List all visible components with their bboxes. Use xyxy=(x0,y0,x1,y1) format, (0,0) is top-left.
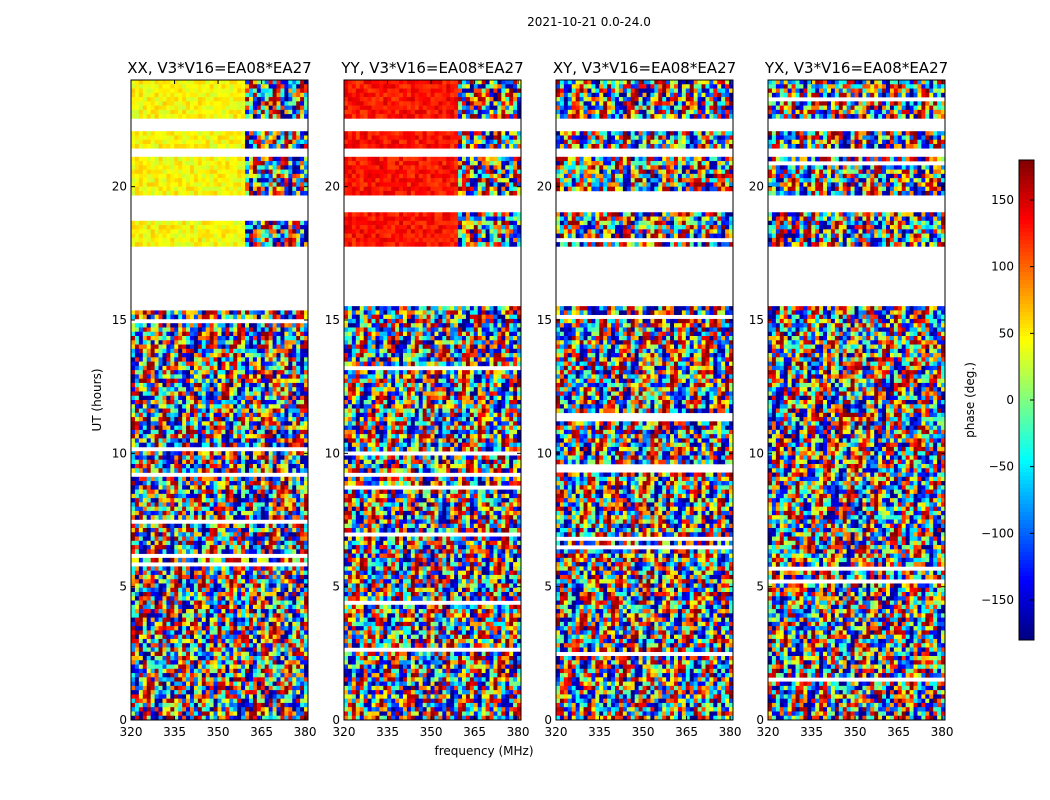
y-tick-label: 5 xyxy=(544,580,552,594)
y-tick-label: 0 xyxy=(119,713,127,727)
y-tick-label: 5 xyxy=(119,580,127,594)
x-axis-label: frequency (MHz) xyxy=(434,744,533,758)
panel-frame xyxy=(767,79,946,721)
colorbar-label: phase (deg.) xyxy=(963,362,977,438)
x-tick-label: 365 xyxy=(463,725,486,739)
x-tick-label: 335 xyxy=(376,725,399,739)
x-tick-label: 320 xyxy=(545,725,568,739)
x-tick-label: 350 xyxy=(844,725,867,739)
y-tick-label: 0 xyxy=(332,713,340,727)
y-tick-label: 15 xyxy=(325,313,340,327)
x-tick-label: 335 xyxy=(588,725,611,739)
phase-image xyxy=(556,80,733,720)
y-tick-label: 0 xyxy=(544,713,552,727)
y-tick-label: 20 xyxy=(112,180,127,194)
y-tick-label: 10 xyxy=(749,446,764,460)
colorbar-gradient xyxy=(1019,160,1034,641)
colorbar-tick-label: −100 xyxy=(981,526,1014,540)
x-tick-label: 350 xyxy=(207,725,230,739)
colorbar-tick-label: 150 xyxy=(991,193,1014,207)
y-tick-label: 10 xyxy=(325,446,340,460)
phase-image xyxy=(768,80,945,720)
y-tick-label: 15 xyxy=(749,313,764,327)
panel-frame xyxy=(343,79,522,721)
x-tick-label: 350 xyxy=(632,725,655,739)
x-tick-label: 380 xyxy=(931,725,954,739)
x-tick-label: 320 xyxy=(120,725,143,739)
y-tick-label: 5 xyxy=(756,580,764,594)
x-tick-label: 335 xyxy=(163,725,186,739)
x-tick-label: 320 xyxy=(333,725,356,739)
x-tick-label: 365 xyxy=(887,725,910,739)
panels: XX, V3*V16=EA08*EA27 320 335 350 365 380 0 5 10 1… xyxy=(112,59,954,739)
panel-title: XX, V3*V16=EA08*EA27 xyxy=(127,59,311,77)
panel-3: YX, V3*V16=EA08*EA27 320 335 350 365 380 0 5 10 1… xyxy=(749,59,954,739)
colorbar-tick-label: 0 xyxy=(1006,393,1014,407)
x-tick-label: 365 xyxy=(675,725,698,739)
y-axis-label: UT (hours) xyxy=(90,368,104,431)
colorbar-tick-label: −50 xyxy=(989,460,1014,474)
x-tick-label: 380 xyxy=(719,725,742,739)
panel-title: YY, V3*V16=EA08*EA27 xyxy=(340,59,523,77)
colorbar-tick-label: 50 xyxy=(999,326,1014,340)
figure-title: 2021-10-21 0.0-24.0 xyxy=(527,15,651,29)
x-tick-label: 380 xyxy=(294,725,317,739)
y-tick-label: 15 xyxy=(537,313,552,327)
colorbar-tick-label: 100 xyxy=(991,260,1014,274)
colorbar: 150 100 50 0 −50 −100 −150 xyxy=(981,159,1035,641)
panel-0: XX, V3*V16=EA08*EA27 320 335 350 365 380 0 5 10 1… xyxy=(112,59,317,739)
x-tick-label: 335 xyxy=(800,725,823,739)
y-tick-label: 20 xyxy=(325,180,340,194)
y-tick-label: 0 xyxy=(756,713,764,727)
x-tick-label: 350 xyxy=(420,725,443,739)
panel-frame xyxy=(130,79,309,721)
x-tick-label: 320 xyxy=(757,725,780,739)
y-tick-label: 10 xyxy=(112,446,127,460)
phase-image xyxy=(131,80,308,720)
y-tick-label: 10 xyxy=(537,446,552,460)
phase-image xyxy=(344,80,521,720)
panel-2: XY, V3*V16=EA08*EA27 320 335 350 365 380 0 5 10 1… xyxy=(537,59,742,739)
panel-frame xyxy=(555,79,734,721)
colorbar-tick-label: −150 xyxy=(981,593,1014,607)
y-tick-label: 15 xyxy=(112,313,127,327)
panel-title: XY, V3*V16=EA08*EA27 xyxy=(553,59,736,77)
panel-title: YX, V3*V16=EA08*EA27 xyxy=(764,59,948,77)
y-tick-label: 5 xyxy=(332,580,340,594)
y-tick-label: 20 xyxy=(537,180,552,194)
y-tick-label: 20 xyxy=(749,180,764,194)
x-tick-label: 365 xyxy=(250,725,273,739)
x-tick-label: 380 xyxy=(507,725,530,739)
panel-1: YY, V3*V16=EA08*EA27 320 335 350 365 380 0 5 10 1… xyxy=(325,59,530,739)
